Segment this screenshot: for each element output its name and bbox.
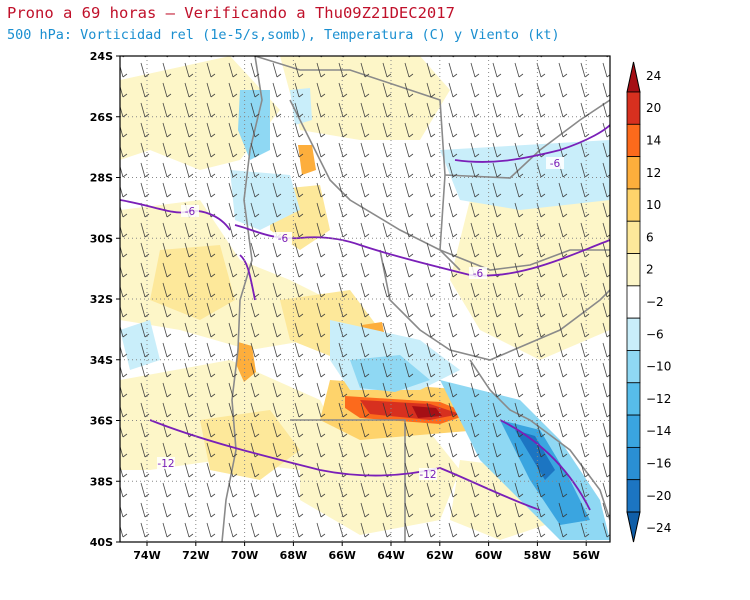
lon-tick-label: 66W bbox=[328, 549, 355, 562]
lon-tick-label: 56W bbox=[572, 549, 599, 562]
colorbar-swatch bbox=[626, 317, 641, 351]
colorbar-label: −20 bbox=[646, 489, 671, 503]
colorbar-swatch bbox=[626, 350, 641, 384]
lat-tick-label: 26S bbox=[90, 111, 113, 124]
colorbar-label: 12 bbox=[646, 166, 661, 180]
lon-tick-label: 58W bbox=[524, 549, 551, 562]
colorbar-label: 2 bbox=[646, 263, 654, 277]
lon-tick-label: 64W bbox=[377, 549, 404, 562]
colorbar-label: 6 bbox=[646, 230, 654, 244]
lon-tick-label: 60W bbox=[475, 549, 502, 562]
colorbar-label: −12 bbox=[646, 392, 671, 406]
lon-tick-label: 72W bbox=[182, 549, 209, 562]
contour-label: -6 bbox=[473, 268, 484, 280]
colorbar-swatch bbox=[626, 188, 641, 222]
colorbar-label: 20 bbox=[646, 101, 661, 115]
lat-tick-label: 36S bbox=[90, 415, 113, 428]
colorbar-swatch bbox=[626, 156, 641, 190]
lat-tick-label: 30S bbox=[90, 232, 113, 245]
lat-tick-label: 32S bbox=[90, 293, 113, 306]
colorbar-label: −24 bbox=[646, 521, 671, 535]
colorbar-swatch bbox=[626, 285, 641, 319]
lat-tick-label: 28S bbox=[90, 172, 113, 185]
contour-label: -6 bbox=[185, 206, 196, 218]
contour-label: -12 bbox=[157, 458, 174, 470]
contour-label: -6 bbox=[278, 233, 289, 245]
colorbar-swatch bbox=[626, 220, 641, 254]
contour-label: -12 bbox=[419, 469, 436, 481]
colorbar: 24 20 14 12 10 6 2 −2 −6 −10 −12 −14 −16 −20 −24 bbox=[626, 61, 671, 543]
lon-tick-label: 68W bbox=[280, 549, 307, 562]
map-subtitle: 500 hPa: Vorticidad rel (1e-5/s,somb), T… bbox=[7, 27, 560, 43]
colorbar-swatch bbox=[626, 414, 641, 448]
lon-tick-label: 62W bbox=[426, 549, 453, 562]
map-title: Prono a 69 horas — Verificando a Thu09Z2… bbox=[7, 4, 455, 22]
lon-tick-label: 74W bbox=[133, 549, 160, 562]
colorbar-label: −2 bbox=[646, 295, 664, 309]
lat-tick-label: 38S bbox=[90, 475, 113, 488]
colorbar-swatch bbox=[626, 382, 641, 416]
lat-tick-label: 40S bbox=[90, 536, 113, 549]
colorbar-swatch bbox=[626, 479, 641, 513]
colorbar-label: −14 bbox=[646, 424, 671, 438]
lon-tick-label: 70W bbox=[231, 549, 258, 562]
colorbar-bottom-arrow bbox=[626, 511, 641, 543]
colorbar-label: 14 bbox=[646, 133, 661, 147]
lat-tick-label: 34S bbox=[90, 354, 113, 367]
colorbar-label: −10 bbox=[646, 360, 671, 374]
colorbar-label: −6 bbox=[646, 327, 664, 341]
colorbar-swatch bbox=[626, 446, 641, 481]
colorbar-top-arrow bbox=[626, 61, 641, 93]
plot-area bbox=[120, 56, 610, 542]
colorbar-swatch bbox=[626, 253, 641, 287]
colorbar-label: −16 bbox=[646, 457, 671, 471]
colorbar-swatch bbox=[626, 91, 641, 125]
contour-label: -6 bbox=[550, 158, 561, 170]
map-axes: 24S 26S 28S 30S 32S 34S 36S 38S 40S 74W 72W 70W 68W 6… bbox=[90, 50, 600, 562]
colorbar-label: 24 bbox=[646, 69, 661, 83]
colorbar-label: 10 bbox=[646, 198, 661, 212]
colorbar-swatch bbox=[626, 123, 641, 158]
lat-tick-label: 24S bbox=[90, 50, 113, 63]
contour-labels: -6 -6 -6 -6 -12 -12 bbox=[157, 157, 564, 481]
